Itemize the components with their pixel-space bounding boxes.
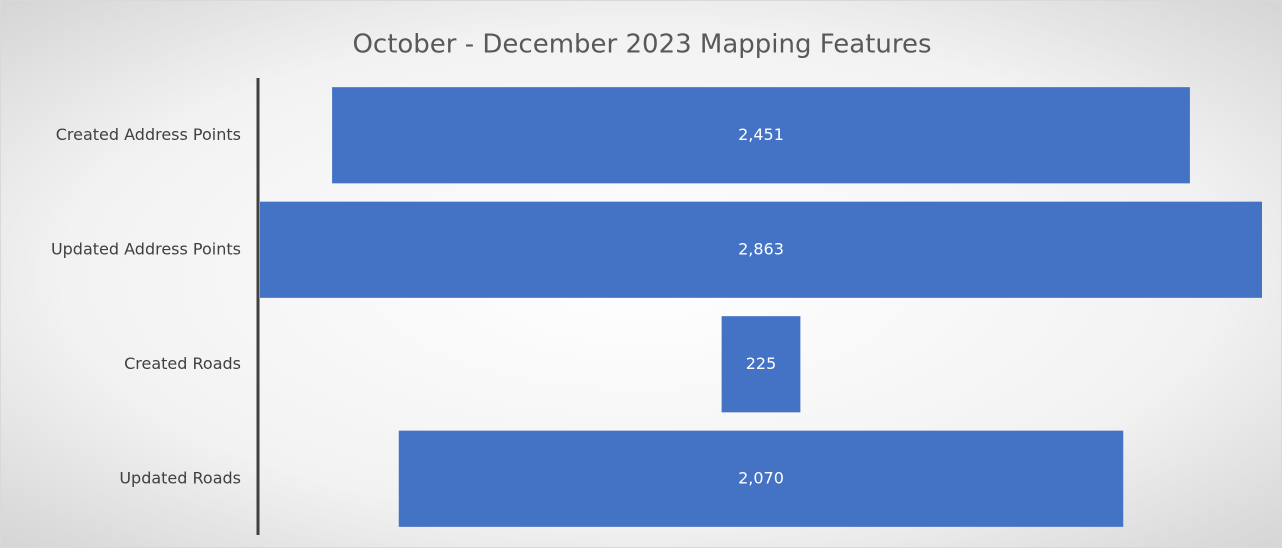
chart-title: October - December 2023 Mapping Features (352, 30, 931, 60)
bar (260, 201, 1262, 298)
data-label: 2,863 (738, 239, 784, 258)
category-label: Updated Address Points (51, 239, 241, 258)
data-label: 225 (746, 354, 777, 373)
data-label: 2,070 (738, 468, 784, 487)
bar (721, 316, 801, 413)
category-label: Created Roads (124, 354, 241, 373)
bar (332, 87, 1190, 184)
data-label: 2,451 (738, 125, 784, 144)
category-label: Updated Roads (119, 468, 241, 487)
bar (398, 430, 1124, 527)
category-label: Created Address Points (56, 125, 241, 144)
